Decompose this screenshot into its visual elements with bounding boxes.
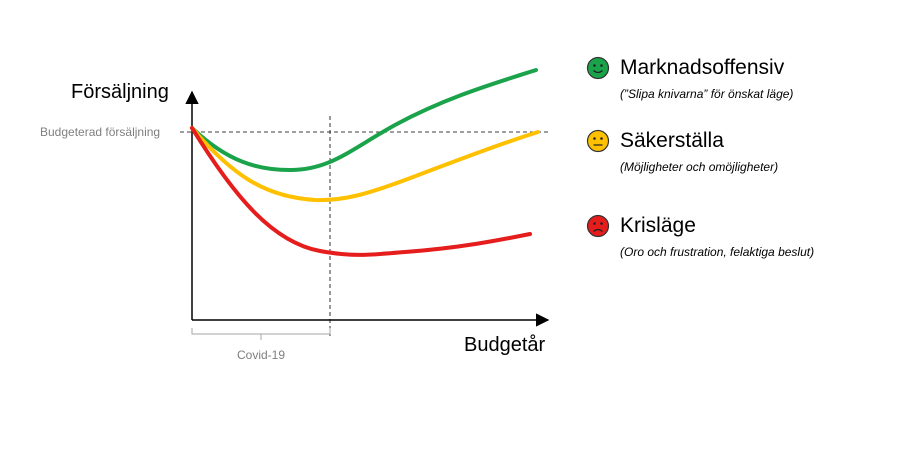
- legend-subtitle: (Möjligheter och omöjligheter): [620, 160, 779, 174]
- legend-title: Krisläge: [620, 214, 696, 237]
- covid-period-bracket: [191, 328, 331, 340]
- x-axis-label: Budgetår: [464, 334, 546, 356]
- legend-subtitle: (”Slipa knivarna” för önskat läge): [620, 87, 794, 101]
- curve-marknadsoffensiv: [190, 68, 538, 173]
- curve-krislage: [190, 126, 532, 257]
- legend-item-sakerstalla: Säkerställa: [586, 127, 906, 155]
- smiley-sad-icon: [586, 214, 610, 238]
- legend-2: Säkerställa (Möjligheter och omöjlighete…: [586, 127, 906, 175]
- covid-period-label: Covid-19: [237, 348, 285, 362]
- legend-3: Krisläge (Oro och frustration, felaktiga…: [586, 212, 906, 260]
- legend: Marknadsoffensiv (”Slipa knivarna” för ö…: [586, 54, 906, 102]
- legend-title: Säkerställa: [620, 129, 724, 152]
- smiley-happy-icon: [586, 56, 610, 80]
- smiley-neutral-icon: [586, 129, 610, 153]
- budget-reference-label: Budgeterad försäljning: [40, 125, 160, 139]
- legend-subtitle: (Oro och frustration, felaktiga beslut): [620, 245, 815, 259]
- legend-item-marknadsoffensiv: Marknadsoffensiv: [586, 54, 906, 82]
- y-axis-label: Försäljning: [71, 81, 169, 103]
- legend-title: Marknadsoffensiv: [620, 56, 785, 79]
- legend-item-krislage: Krisläge: [586, 212, 906, 240]
- curve-sakerstalla: [190, 126, 540, 203]
